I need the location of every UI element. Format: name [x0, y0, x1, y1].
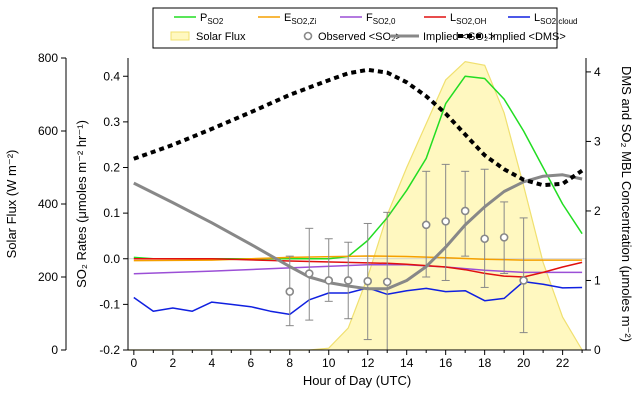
x-tick-label: 14 — [400, 356, 414, 370]
conc-axis-title: DMS and SO₂ MBL Concentration (μmoles m⁻… — [619, 66, 634, 342]
observed-so2-points — [285, 163, 528, 351]
x-tick-label: 0 — [131, 356, 138, 370]
observed-point — [285, 287, 295, 296]
legend-label: Solar Flux — [196, 31, 246, 43]
legend-label: PSO2 — [200, 12, 224, 26]
solar-flux-area — [128, 60, 583, 351]
legend-swatch — [303, 31, 313, 41]
x-axis-title: Hour of Day (UTC) — [303, 373, 411, 388]
observed-point — [304, 269, 314, 278]
x-tick-label: 22 — [556, 356, 570, 370]
x-tick-label: 18 — [478, 356, 492, 370]
legend-label: LSO2,cloud — [534, 12, 577, 26]
legend-label: LSO2,OH — [450, 12, 487, 26]
conc-tick-label: 4 — [594, 65, 601, 79]
observed-point — [363, 276, 373, 286]
rate-axis-title: SO₂ Rates (μmoles m⁻² hr⁻¹) — [74, 120, 89, 288]
rate-tick-label: 0.3 — [103, 115, 120, 129]
rate-tick-label: 0.0 — [103, 252, 120, 266]
x-tick-label: 6 — [247, 356, 254, 370]
solar-tick-label: 800 — [38, 51, 58, 65]
legend-label: Observed <SO₂> — [318, 31, 402, 43]
conc-tick-label: 0 — [594, 343, 601, 357]
observed-point — [441, 217, 450, 226]
rate-tick-label: -0.1 — [99, 297, 120, 311]
legend: PSO2 ESO2,Zi FSO2,0 LSO2,OH LSO2,cloud Solar … — [152, 7, 577, 49]
solar-tick-label: 200 — [38, 270, 58, 284]
x-tick-label: 2 — [169, 356, 176, 370]
observed-point — [519, 276, 528, 285]
solar-tick-label: 600 — [38, 124, 58, 138]
conc-tick-label: 2 — [594, 204, 601, 218]
conc-tick-label: 3 — [594, 134, 601, 148]
observed-point — [382, 277, 392, 287]
x-tick-label: 16 — [439, 356, 453, 370]
x-tick-label: 4 — [208, 356, 215, 370]
series-line-implied-so2 — [133, 173, 583, 291]
rate-tick-label: -0.2 — [99, 343, 120, 357]
observed-point — [324, 276, 334, 285]
conc-tick-label: 1 — [594, 273, 601, 287]
series-line-implied-dms — [133, 67, 584, 188]
solar-flux-fill — [128, 61, 583, 350]
observed-point — [480, 234, 489, 244]
rate-tick-label: 0.2 — [103, 161, 120, 175]
legend-box — [152, 7, 558, 49]
observed-point — [421, 220, 431, 230]
legend-swatch — [170, 31, 190, 41]
legend-label: FSO2,0 — [366, 12, 396, 26]
solar-axis-title: Solar Flux (W m⁻²) — [4, 150, 19, 259]
x-tick-label: 8 — [286, 356, 293, 370]
solar-tick-label: 0 — [51, 343, 58, 357]
solar-flux-line — [128, 60, 583, 351]
solar-tick-label: 400 — [38, 197, 58, 211]
rate-tick-label: 0.4 — [103, 69, 120, 83]
observed-point — [499, 233, 509, 242]
observed-point — [343, 276, 353, 285]
x-tick-label: 12 — [361, 356, 375, 370]
x-tick-label: 10 — [322, 356, 336, 370]
series-line-l-cloud — [133, 280, 583, 316]
observed-point — [460, 206, 470, 216]
legend-label: Implied <DMS> — [490, 31, 566, 43]
x-tick-label: 20 — [517, 356, 531, 370]
legend-label: ESO2,Zi — [284, 12, 316, 26]
rate-tick-label: 0.1 — [103, 206, 120, 220]
